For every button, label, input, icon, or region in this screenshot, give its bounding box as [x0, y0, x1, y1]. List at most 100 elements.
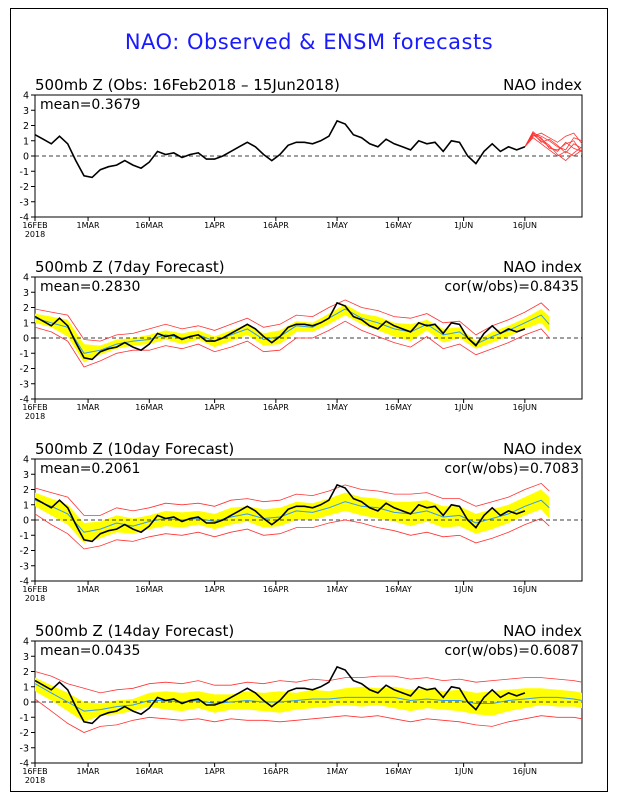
x-tick-label: 1APR: [204, 767, 225, 776]
x-tick-label: 16APR: [263, 767, 289, 776]
x-tick-year-label: 2018: [25, 594, 45, 603]
x-tick-label: 16MAY: [385, 585, 412, 594]
x-tick-label: 1APR: [204, 403, 225, 412]
y-tick-label: -1: [20, 531, 29, 542]
y-tick-label: 2: [23, 485, 29, 496]
member-max-line: [34, 299, 550, 342]
correlation-label: cor(w/obs)=0.6087: [444, 643, 579, 659]
x-tick-label: 16APR: [263, 585, 289, 594]
x-tick-label: 1JUN: [454, 403, 473, 412]
x-tick-label: 16MAR: [135, 403, 164, 412]
x-tick-label: 16MAY: [385, 767, 412, 776]
x-tick-label: 16APR: [263, 403, 289, 412]
x-tick-label: 1MAR: [77, 767, 100, 776]
y-tick-label: -3: [20, 743, 29, 754]
spread-band: [35, 489, 550, 543]
x-tick-label: 1MAY: [326, 403, 348, 412]
x-tick-year-label: 2018: [25, 776, 45, 785]
member-max-line: [34, 671, 583, 694]
y-tick-label: 4: [23, 637, 29, 648]
x-tick-label: 1MAY: [326, 221, 348, 230]
correlation-label: cor(w/obs)=0.7083: [444, 461, 579, 477]
x-tick-label: 16FEB: [22, 767, 47, 776]
member-min-line: [34, 698, 583, 733]
y-tick-label: 2: [23, 667, 29, 678]
y-tick-label: -2: [20, 546, 29, 557]
y-tick-label: -3: [20, 561, 29, 572]
y-tick-label: 0: [23, 152, 29, 163]
x-tick-label: 16APR: [263, 221, 289, 230]
member-line-6: [524, 132, 583, 154]
member-max-line: [34, 482, 550, 516]
mean-label: mean=0.2061: [40, 461, 140, 477]
member-line-4: [524, 132, 583, 148]
member-line-7: [524, 134, 583, 154]
x-tick-label: 16MAR: [135, 767, 164, 776]
panel-header-right: NAO index: [503, 622, 582, 640]
x-tick-label: 1MAY: [326, 585, 348, 594]
y-tick-label: 3: [23, 288, 29, 299]
x-tick-label: 16FEB: [22, 221, 47, 230]
y-tick-label: 3: [23, 106, 29, 117]
y-tick-label: -4: [20, 213, 29, 224]
panel-header-left: 500mb Z (Obs: 16Feb2018 – 15Jun2018): [35, 76, 340, 94]
panel-header-left: 500mb Z (10day Forecast): [35, 440, 234, 458]
observed-line: [34, 119, 526, 179]
figure-frame: [10, 8, 608, 792]
mean-label: mean=0.0435: [40, 643, 140, 659]
x-tick-label: 16FEB: [22, 585, 47, 594]
y-tick-label: 4: [23, 91, 29, 102]
x-tick-label: 1JUN: [454, 221, 473, 230]
y-tick-label: -1: [20, 713, 29, 724]
y-tick-label: -4: [20, 577, 29, 588]
x-tick-label: 1JUN: [454, 585, 473, 594]
member-min-line: [34, 513, 550, 550]
x-tick-label: 1MAR: [77, 403, 100, 412]
x-tick-label: 16JUN: [513, 767, 537, 776]
y-tick-label: -3: [20, 379, 29, 390]
panel-header-right: NAO index: [503, 440, 582, 458]
y-tick-label: 1: [23, 500, 29, 511]
x-tick-year-label: 2018: [25, 412, 45, 421]
y-tick-label: 1: [23, 136, 29, 147]
panel-3: 500mb Z (10day Forecast) NAO index mean=0.…: [20, 440, 583, 603]
x-tick-label: 16JUN: [513, 403, 537, 412]
y-tick-label: 1: [23, 682, 29, 693]
spread-band: [35, 304, 550, 363]
x-tick-label: 1MAR: [77, 585, 100, 594]
x-tick-label: 1JUN: [454, 767, 473, 776]
x-tick-label: 1APR: [204, 585, 225, 594]
observed-line: [34, 483, 526, 543]
x-tick-label: 16FEB: [22, 403, 47, 412]
y-tick-label: -4: [20, 395, 29, 406]
observed-line: [34, 665, 526, 725]
y-tick-label: -1: [20, 349, 29, 360]
x-tick-label: 16JUN: [513, 585, 537, 594]
observed-line: [34, 301, 526, 361]
y-tick-label: 3: [23, 652, 29, 663]
y-tick-label: 0: [23, 516, 29, 527]
panel-header-right: NAO index: [503, 258, 582, 276]
correlation-label: cor(w/obs)=0.8435: [444, 279, 579, 295]
x-tick-label: 16MAR: [135, 221, 164, 230]
y-tick-label: 3: [23, 470, 29, 481]
y-tick-label: -3: [20, 197, 29, 208]
y-tick-label: 4: [23, 273, 29, 284]
y-tick-label: 1: [23, 318, 29, 329]
member-line-2: [524, 132, 583, 151]
y-tick-label: -2: [20, 728, 29, 739]
mean-label: mean=0.3679: [40, 97, 140, 113]
y-tick-label: -1: [20, 167, 29, 178]
x-tick-label: 1MAR: [77, 221, 100, 230]
y-tick-label: 0: [23, 334, 29, 345]
panel-header-right: NAO index: [503, 76, 582, 94]
y-tick-label: -2: [20, 364, 29, 375]
panel-header-left: 500mb Z (7day Forecast): [35, 258, 225, 276]
panel-1: 500mb Z (Obs: 16Feb2018 – 15Jun2018) NAO …: [20, 76, 583, 239]
member-line-5: [524, 137, 583, 157]
member-line-3: [524, 130, 583, 162]
panel-4: 500mb Z (14day Forecast) NAO index mean=0.…: [20, 622, 583, 785]
mean-label: mean=0.2830: [40, 279, 140, 295]
y-tick-label: 4: [23, 455, 29, 466]
